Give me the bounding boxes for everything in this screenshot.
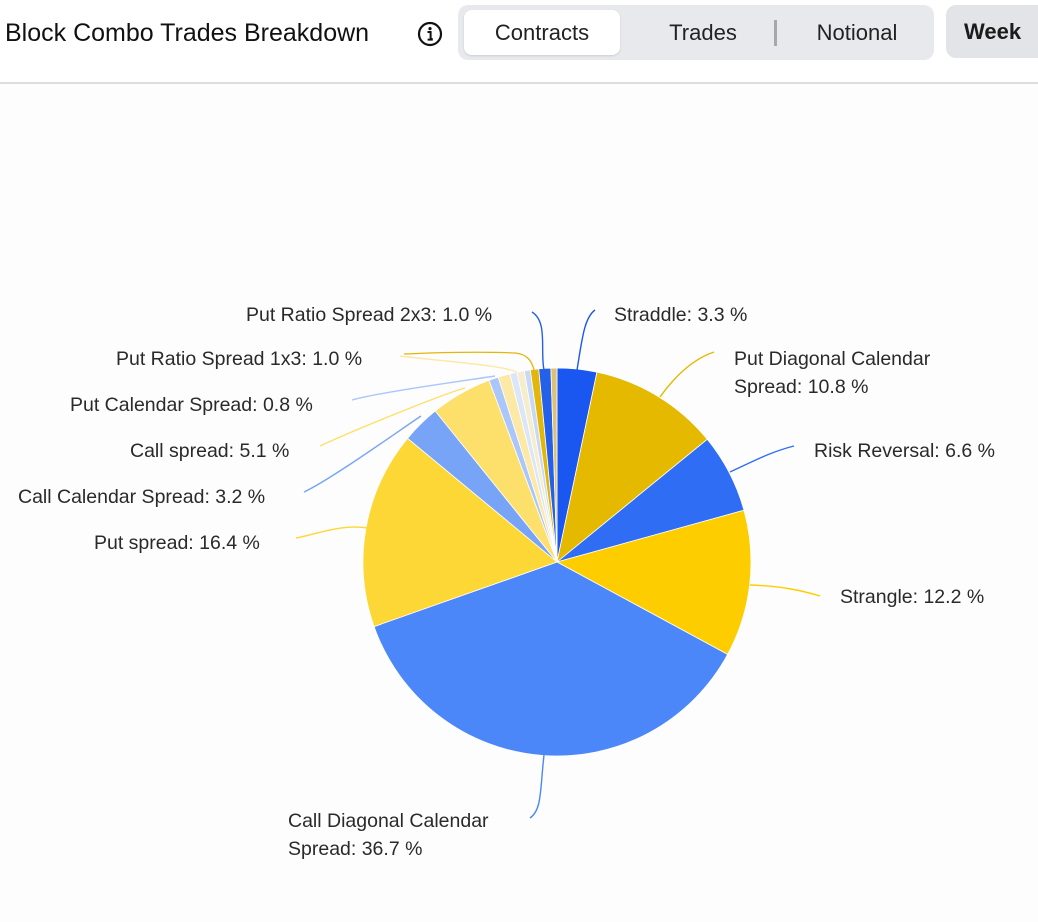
leader-line-put-ratio-spread-1x3 bbox=[399, 355, 518, 373]
leader-line-call-spread bbox=[319, 387, 466, 447]
leader-line-risk-reversal bbox=[729, 445, 795, 473]
tab-notional[interactable]: Notional bbox=[816, 20, 898, 45]
tab-divider bbox=[774, 20, 777, 46]
slice-label-call-diagonal-calendar-spread: Call Diagonal Calendar Spread: 36.7 % bbox=[288, 810, 489, 860]
slice-label-line: Spread: 36.7 % bbox=[288, 838, 422, 860]
slice-label-call-calendar-spread: Call Calendar Spread: 3.2 % bbox=[18, 486, 265, 508]
slice-label-line: Spread: 10.8 % bbox=[734, 376, 868, 398]
slice-label-line: Call spread: 5.1 % bbox=[130, 440, 289, 462]
slice-label-put-diagonal-calendar-spread: Put Diagonal Calendar Spread: 10.8 % bbox=[734, 348, 931, 398]
slice-label-line: Risk Reversal: 6.6 % bbox=[814, 440, 995, 462]
slice-label-line: Put spread: 16.4 % bbox=[94, 532, 260, 554]
slice-label-put-spread: Put spread: 16.4 % bbox=[94, 532, 260, 554]
pie-slices bbox=[362, 367, 752, 757]
period-week-button[interactable]: Week bbox=[946, 5, 1038, 58]
pie-chart: Straddle: 3.3 % Put Diagonal Calendar Spre… bbox=[18, 304, 995, 860]
leader-line-call-calendar-spread bbox=[303, 415, 422, 493]
tab-contracts[interactable]: Contracts bbox=[464, 10, 620, 55]
slice-label-line: Put Diagonal Calendar bbox=[734, 348, 931, 370]
slice-label-line: Put Calendar Spread: 0.8 % bbox=[70, 394, 313, 416]
slice-label-line: Call Calendar Spread: 3.2 % bbox=[18, 486, 265, 508]
leader-line-put-spread bbox=[295, 526, 369, 539]
metric-toggle: Contracts Trades Notional bbox=[458, 5, 934, 60]
pie-labels: Straddle: 3.3 % Put Diagonal Calendar Spre… bbox=[18, 304, 995, 860]
slice-label-line: Straddle: 3.3 % bbox=[614, 304, 747, 326]
info-circle-icon[interactable] bbox=[417, 21, 443, 47]
leader-line-put-ratio-spread-2x3 bbox=[531, 311, 545, 371]
pie-slice-call-diagonal-calendar-spread[interactable] bbox=[373, 561, 729, 757]
slice-label-put-ratio-spread-1x3: Put Ratio Spread 1x3: 1.0 % bbox=[116, 348, 362, 370]
slice-label-line: Put Ratio Spread 1x3: 1.0 % bbox=[116, 348, 362, 370]
slice-label-line: Call Diagonal Calendar bbox=[288, 810, 489, 832]
pie-slice-strangle[interactable] bbox=[555, 509, 752, 655]
header: Block Combo Trades Breakdown Contracts T… bbox=[0, 0, 1038, 84]
slice-label-risk-reversal: Risk Reversal: 6.6 % bbox=[814, 440, 995, 462]
slice-label-line: Put Ratio Spread 2x3: 1.0 % bbox=[246, 304, 492, 326]
pie-slice-put-diagonal-calendar-spread[interactable] bbox=[556, 371, 708, 564]
slice-label-straddle: Straddle: 3.3 % bbox=[614, 304, 747, 326]
leader-line-call-diagonal-calendar-spread bbox=[529, 754, 545, 819]
page-title: Block Combo Trades Breakdown bbox=[5, 19, 370, 47]
slice-label-put-calendar-spread: Put Calendar Spread: 0.8 % bbox=[70, 394, 313, 416]
leader-line-put-diagonal-calendar-spread bbox=[659, 351, 715, 398]
slice-label-line: Strangle: 12.2 % bbox=[840, 586, 984, 608]
leader-line-straddle bbox=[576, 309, 596, 371]
tab-trades[interactable]: Trades bbox=[669, 20, 737, 45]
pie-slice-unlabeled-slice-e[interactable] bbox=[550, 367, 558, 563]
leader-line-put-calendar-spread bbox=[351, 375, 496, 401]
slice-label-call-spread: Call spread: 5.1 % bbox=[130, 440, 289, 462]
slice-label-strangle: Strangle: 12.2 % bbox=[840, 586, 984, 608]
slice-label-put-ratio-spread-2x3: Put Ratio Spread 2x3: 1.0 % bbox=[246, 304, 492, 326]
leader-line-connector bbox=[403, 351, 535, 371]
leader-line-strangle bbox=[749, 584, 821, 597]
